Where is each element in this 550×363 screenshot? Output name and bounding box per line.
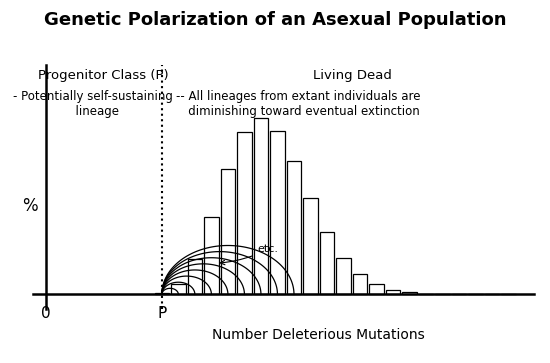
Bar [204,217,219,294]
Bar [353,274,367,294]
Text: Living Dead: Living Dead [314,69,392,82]
Bar [171,284,186,294]
Bar [188,259,202,294]
Text: 0: 0 [41,306,51,321]
Bar [320,232,334,294]
Text: Genetic Polarization of an Asexual Population: Genetic Polarization of an Asexual Popul… [44,11,506,29]
Bar [386,290,400,294]
Text: -- All lineages from extant individuals are
   diminishing toward eventual extin: -- All lineages from extant individuals … [176,90,421,118]
Bar [287,162,301,294]
Bar [237,132,252,294]
Text: %: % [23,197,38,215]
Text: - Potentially self-sustaining
  lineage: - Potentially self-sustaining lineage [13,90,173,118]
Bar [254,118,268,294]
Text: Number Deleterious Mutations: Number Deleterious Mutations [212,328,425,342]
Bar [270,131,285,294]
Text: etc.: etc. [221,244,279,265]
Bar [221,169,235,294]
Bar [403,293,417,294]
Bar [336,258,351,294]
Text: P: P [157,306,167,321]
Bar [303,199,318,294]
Bar [369,285,384,294]
Text: Progenitor Class (P): Progenitor Class (P) [38,69,168,82]
Bar [155,293,169,294]
